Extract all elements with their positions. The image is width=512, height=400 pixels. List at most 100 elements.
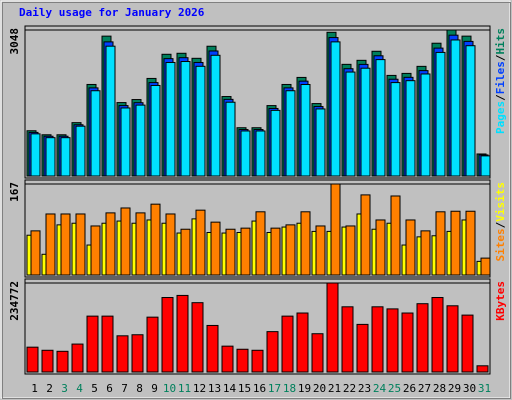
bar — [180, 228, 191, 276]
bar — [105, 212, 116, 276]
x-tick-label: 11 — [178, 382, 191, 395]
x-tick-label: 22 — [343, 382, 356, 395]
x-tick-label: 6 — [106, 382, 113, 395]
legend: Sites/Visits — [494, 182, 507, 262]
bar — [461, 314, 474, 373]
x-tick-label: 1 — [31, 382, 38, 395]
bar — [450, 210, 461, 276]
bar — [285, 90, 296, 177]
bar — [281, 315, 294, 373]
bar — [341, 306, 354, 373]
bar — [161, 297, 174, 373]
x-tick-label: 7 — [121, 382, 128, 395]
bar — [210, 221, 221, 276]
bar — [435, 211, 446, 276]
bar — [45, 137, 56, 177]
bar — [476, 365, 489, 373]
bar — [375, 219, 386, 276]
legend-entry: Files — [494, 61, 507, 94]
bar — [71, 343, 84, 373]
bar — [326, 282, 339, 373]
bar — [206, 324, 219, 373]
legend-entry: Visits — [494, 182, 507, 222]
bar — [270, 227, 281, 276]
bar — [221, 345, 234, 373]
x-tick-label: 2 — [46, 382, 53, 395]
bar — [420, 230, 431, 276]
bar — [120, 107, 131, 177]
x-tick-label: 19 — [298, 382, 311, 395]
bar — [150, 84, 161, 177]
bar — [255, 211, 266, 276]
bar — [446, 305, 459, 373]
x-tick-label: 13 — [208, 382, 221, 395]
bar — [105, 45, 116, 177]
legend-separator: / — [494, 94, 507, 101]
bar — [401, 312, 414, 373]
bar — [435, 51, 446, 177]
bar — [150, 203, 161, 276]
bar — [390, 82, 401, 177]
bar — [296, 312, 309, 373]
bar — [86, 315, 99, 373]
bar — [146, 316, 159, 373]
bar — [60, 213, 71, 276]
bar — [386, 308, 399, 373]
bar — [416, 303, 429, 373]
x-tick-label: 23 — [358, 382, 371, 395]
x-tick-label: 24 — [373, 382, 387, 395]
y-tick-label: 3048 — [8, 28, 21, 55]
x-tick-label: 28 — [433, 382, 446, 395]
bar — [375, 59, 386, 177]
bar — [75, 213, 86, 276]
bar — [195, 65, 206, 177]
x-tick-label: 20 — [313, 382, 326, 395]
bar — [26, 346, 39, 373]
x-tick-label: 12 — [193, 382, 206, 395]
bar — [266, 331, 279, 373]
bar — [480, 257, 491, 276]
bar — [135, 104, 146, 177]
legend: Pages/Files/Hits — [494, 28, 507, 134]
bar — [165, 213, 176, 276]
bar — [60, 137, 71, 177]
bar — [360, 194, 371, 276]
bar — [120, 207, 131, 276]
bar — [240, 130, 251, 177]
x-tick-label: 27 — [418, 382, 431, 395]
bar — [45, 213, 56, 276]
x-tick-label: 9 — [151, 382, 158, 395]
x-tick-label: 14 — [223, 382, 237, 395]
bar — [131, 334, 144, 373]
x-tick-label: 8 — [136, 382, 143, 395]
bar — [135, 212, 146, 276]
bar — [30, 133, 41, 177]
bar — [270, 109, 281, 177]
bar — [465, 210, 476, 276]
bar — [330, 183, 341, 276]
x-tick-label: 30 — [463, 382, 476, 395]
x-tick-label: 16 — [253, 382, 266, 395]
x-tick-label: 31 — [478, 382, 491, 395]
bar — [360, 67, 371, 177]
legend-entry: Sites — [494, 228, 507, 261]
bar — [236, 348, 249, 373]
bar — [225, 228, 236, 276]
bar — [300, 84, 311, 177]
bar — [315, 108, 326, 177]
chart-title: Daily usage for January 2026 — [19, 6, 205, 19]
x-tick-label: 17 — [268, 382, 281, 395]
bar — [195, 209, 206, 276]
bar — [90, 90, 101, 177]
bar — [345, 71, 356, 177]
bar — [210, 54, 221, 177]
bar — [180, 61, 191, 177]
bar — [300, 211, 311, 276]
x-tick-label: 15 — [238, 382, 251, 395]
x-tick-label: 21 — [328, 382, 341, 395]
bar — [390, 195, 401, 276]
legend-entry: Pages — [494, 101, 507, 134]
x-tick-label: 5 — [91, 382, 98, 395]
